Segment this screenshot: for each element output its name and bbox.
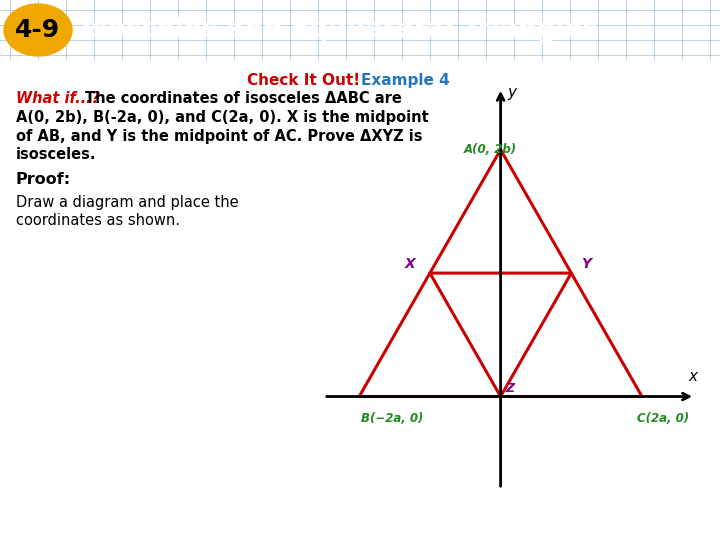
- Text: Proof:: Proof:: [16, 172, 71, 187]
- Text: Z: Z: [505, 382, 514, 395]
- Text: Example 4: Example 4: [361, 73, 450, 88]
- Text: Draw a diagram and place the: Draw a diagram and place the: [16, 195, 238, 211]
- Text: What if...?: What if...?: [16, 91, 100, 106]
- Text: y: y: [507, 85, 516, 100]
- Text: C(2a, 0): C(2a, 0): [636, 413, 689, 426]
- Text: X: X: [405, 257, 415, 271]
- Text: 4-9: 4-9: [15, 18, 60, 42]
- Text: Copyright © by Holt Mc.Dougal. All Rights Reserved.: Copyright © by Holt Mc.Dougal. All Right…: [473, 525, 712, 534]
- Text: isosceles.: isosceles.: [16, 147, 96, 163]
- Text: B(−2a, 0): B(−2a, 0): [361, 413, 423, 426]
- Text: Isosceles and Equilateral Triangles: Isosceles and Equilateral Triangles: [82, 17, 598, 43]
- Ellipse shape: [4, 4, 72, 56]
- Text: coordinates as shown.: coordinates as shown.: [16, 213, 180, 228]
- Text: Y: Y: [581, 257, 591, 271]
- Text: x: x: [688, 369, 697, 384]
- Text: A(0, 2b): A(0, 2b): [464, 143, 517, 156]
- Text: The coordinates of isosceles ΔABC are: The coordinates of isosceles ΔABC are: [85, 91, 402, 106]
- Text: A(0, 2b), B(-2a, 0), and C(2a, 0). X is the midpoint: A(0, 2b), B(-2a, 0), and C(2a, 0). X is …: [16, 110, 428, 125]
- Text: Check It Out!: Check It Out!: [247, 73, 360, 88]
- Text: of AB, and Y is the midpoint of AC. Prove ΔXYZ is: of AB, and Y is the midpoint of AC. Prov…: [16, 129, 423, 144]
- Text: Holt Mc.Dougal Geometry: Holt Mc.Dougal Geometry: [8, 523, 179, 536]
